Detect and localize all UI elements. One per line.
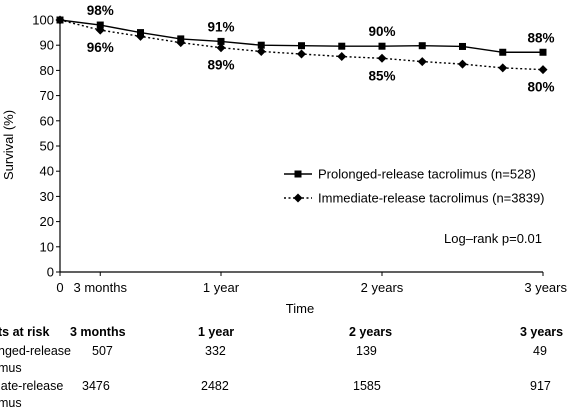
y-tick-label: 40 xyxy=(40,164,54,179)
prolonged-release-point xyxy=(459,42,466,50)
y-tick-label: 80 xyxy=(40,63,54,78)
prolonged-release-point xyxy=(378,42,386,50)
y-tick-label: 70 xyxy=(40,88,54,103)
data-label: 91% xyxy=(207,19,234,34)
immediate-release-point xyxy=(297,49,306,59)
chart-ticks: 0 10 20 30 40 50 60 70 80 90 100 0 3 months 1 year 2 y… xyxy=(32,13,567,296)
immediate-release-point xyxy=(136,31,145,41)
legend-entry: Prolonged-release tacrolimus (n=528) xyxy=(318,167,536,182)
data-label: 89% xyxy=(207,58,234,73)
y-tick-label: 0 xyxy=(47,265,54,280)
prolonged-release-point xyxy=(418,42,426,50)
immediate-release-point xyxy=(337,52,347,62)
immediate-release-point xyxy=(256,47,266,56)
immediate-release-point xyxy=(538,65,548,75)
y-tick-label: 100 xyxy=(32,13,54,28)
chart-data-labels: 98% 91% 90% 88% 96% 89% 85% 80% xyxy=(87,3,555,95)
risk-table-cell: 49 xyxy=(533,344,547,358)
risk-table-cell: 1585 xyxy=(353,379,381,393)
y-tick-label: 30 xyxy=(40,189,54,204)
risk-table-row-label: iate-release xyxy=(0,379,64,393)
legend-entry: Immediate-release tacrolimus (n=3839) xyxy=(318,191,545,206)
x-tick-label: 3 months xyxy=(74,280,128,295)
risk-table-header-3-years: 3 years xyxy=(520,325,564,339)
y-tick-label: 90 xyxy=(40,38,54,53)
immediate-release-point xyxy=(458,59,467,69)
immediate-release-point xyxy=(498,63,508,73)
risk-table-cell: 507 xyxy=(92,344,113,358)
data-label: 80% xyxy=(527,80,554,95)
survival-chart: 0 10 20 30 40 50 60 70 80 90 100 0 3 months 1 year 2 y… xyxy=(1,3,567,316)
y-tick-label: 20 xyxy=(40,214,54,229)
risk-table-header-3-months: 3 months xyxy=(70,325,126,339)
prolonged-release-point xyxy=(257,41,265,49)
immediate-release-point xyxy=(377,53,387,63)
immediate-release-point xyxy=(216,43,226,53)
y-tick-label: 50 xyxy=(40,139,54,154)
data-label: 90% xyxy=(368,24,395,39)
risk-table-header-label: ts at risk xyxy=(0,325,50,339)
chart-legend: Prolonged-release tacrolimus (n=528) Imme… xyxy=(284,167,545,206)
risk-table-cell: 139 xyxy=(356,344,377,358)
risk-table-row-label-cont: mus xyxy=(0,396,22,410)
prolonged-release-point xyxy=(499,48,507,56)
y-axis-label: Survival (%) xyxy=(1,110,16,180)
chart-markers xyxy=(55,15,548,75)
y-tick-label: 10 xyxy=(40,239,54,254)
prolonged-release-point xyxy=(539,48,547,56)
risk-table-cell: 2482 xyxy=(201,379,229,393)
immediate-release-point xyxy=(55,15,65,25)
immediate-release-point xyxy=(95,25,105,35)
patients-at-risk-table: ts at risk 3 months 1 year 2 years 3 yea… xyxy=(0,318,577,413)
data-label: 98% xyxy=(87,3,114,18)
risk-table-cell: 332 xyxy=(205,344,226,358)
x-tick-label: 0 xyxy=(56,280,63,295)
risk-table-cell: 3476 xyxy=(82,379,110,393)
log-rank-annotation: Log–rank p=0.01 xyxy=(444,231,542,246)
risk-table-header-2-years: 2 years xyxy=(349,325,393,339)
data-label: 85% xyxy=(368,68,395,83)
prolonged-release-point xyxy=(298,42,305,50)
immediate-release-point xyxy=(176,38,186,48)
risk-table-cell: 917 xyxy=(530,379,551,393)
data-label: 96% xyxy=(87,40,114,55)
risk-table-header-1-year: 1 year xyxy=(198,325,235,339)
prolonged-release-point xyxy=(217,37,225,45)
prolonged-release-point xyxy=(96,21,104,29)
legend-diamond-marker xyxy=(293,193,303,203)
x-tick-label: 2 years xyxy=(361,280,404,295)
x-axis-label: Time xyxy=(286,301,314,316)
y-tick-label: 60 xyxy=(40,113,54,128)
data-label: 88% xyxy=(527,30,554,45)
x-tick-label: 1 year xyxy=(203,280,240,295)
legend-square-marker xyxy=(294,170,302,178)
risk-table-row-label: nged-release xyxy=(0,344,71,358)
immediate-release-point xyxy=(417,57,427,67)
prolonged-release-point xyxy=(338,42,346,50)
x-tick-label: 3 years xyxy=(524,280,567,295)
risk-table-row-label-cont: mus xyxy=(0,361,22,375)
